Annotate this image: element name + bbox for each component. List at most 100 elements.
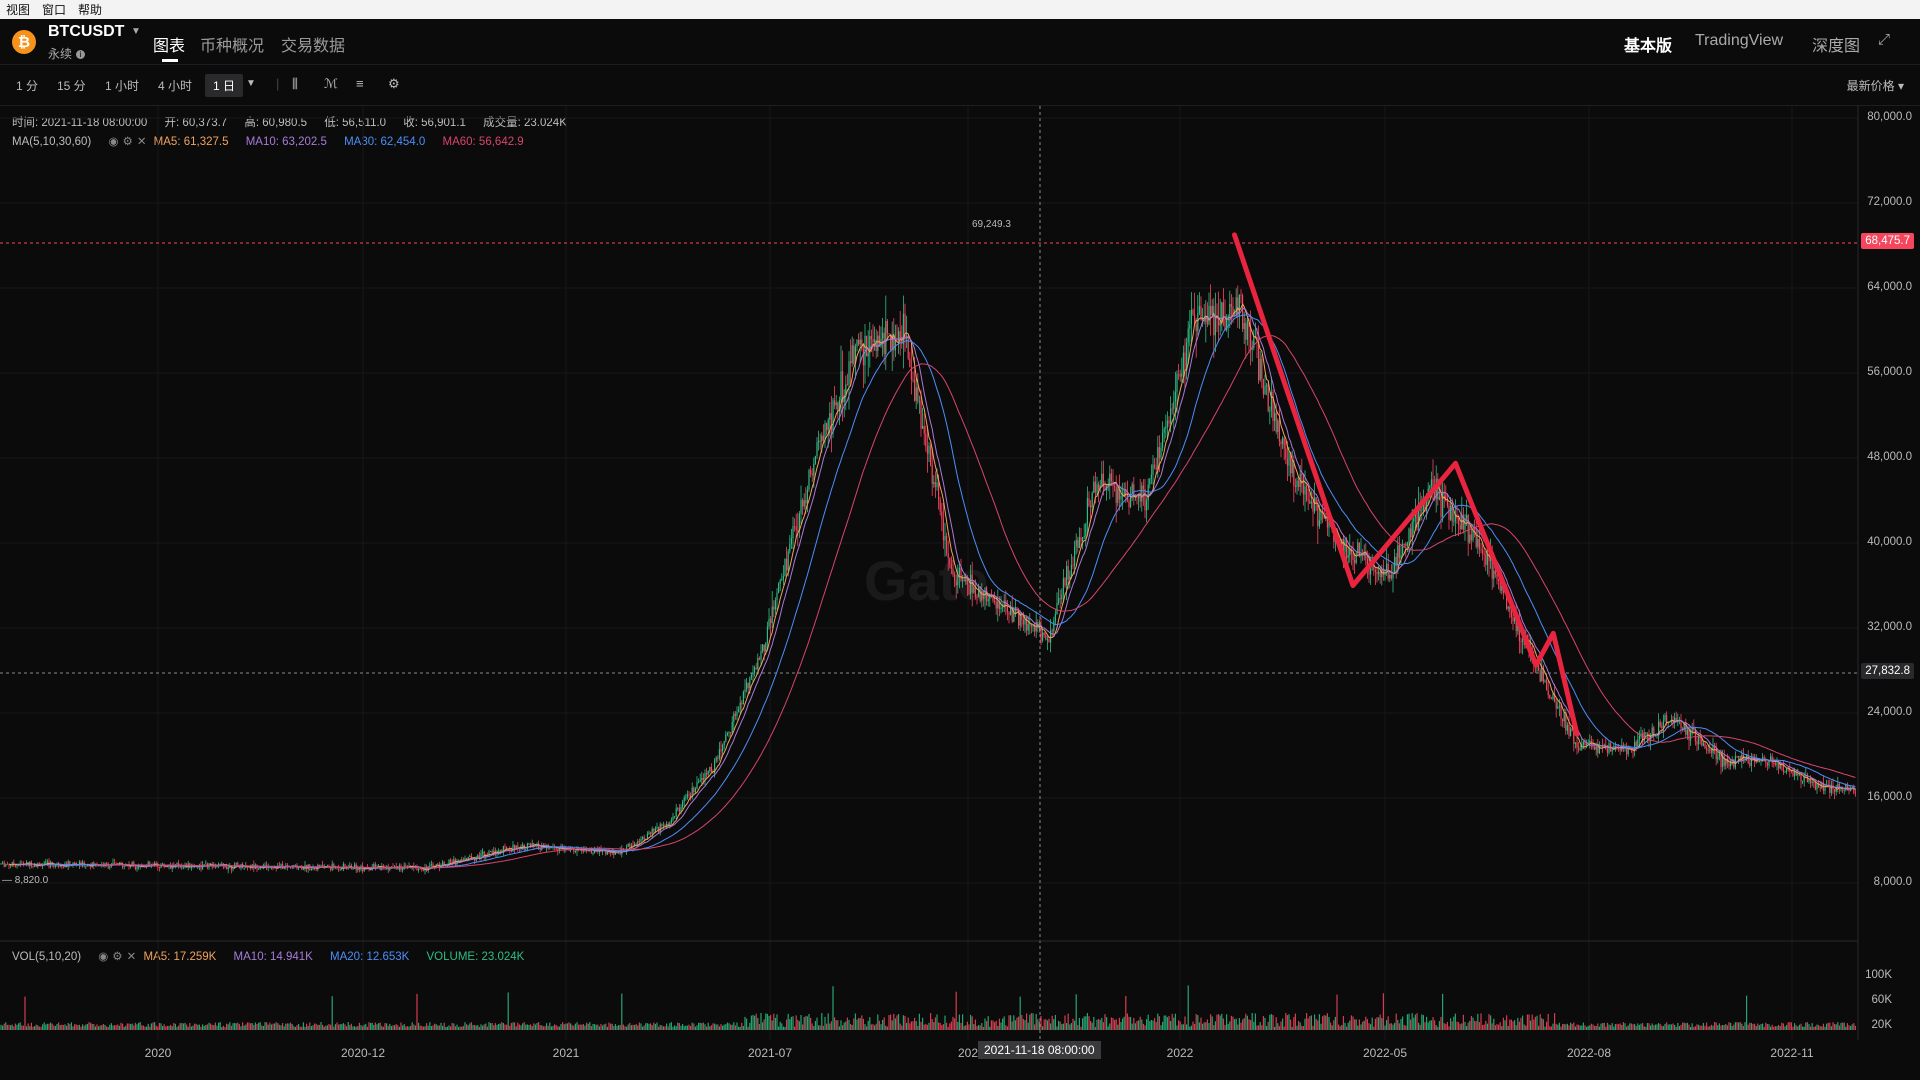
volume-bar <box>696 1025 698 1030</box>
volume-bar <box>795 1015 797 1030</box>
volume-bar <box>1475 1021 1477 1030</box>
settings-icon[interactable]: ⚙ <box>388 76 400 91</box>
candle-body <box>315 868 317 870</box>
candle-body <box>1474 527 1476 530</box>
candle-body <box>850 361 852 364</box>
volume-bar <box>1603 1022 1605 1030</box>
candlestick-icon[interactable]: ⫼ <box>292 76 298 91</box>
candle-body <box>376 866 378 868</box>
candle-body <box>1818 783 1820 788</box>
volume-bar <box>309 1022 311 1030</box>
settings-icon[interactable]: ⚙ <box>122 136 133 148</box>
timeframe-15m[interactable]: 15 分 <box>57 79 86 93</box>
drawing-tool-icon[interactable]: ≡ <box>356 76 364 91</box>
volume-bar <box>262 1025 264 1030</box>
close-icon[interactable]: ✕ <box>136 136 147 148</box>
volume-bar <box>445 1026 447 1030</box>
candle-body <box>1462 514 1464 530</box>
time-axis-label: 2022-11 <box>1770 1046 1814 1060</box>
candle-body <box>51 862 53 865</box>
candle-body <box>419 868 421 870</box>
volume-bar <box>992 1020 994 1030</box>
symbol-selector[interactable]: BTCUSDT <box>48 23 125 40</box>
tab-chart[interactable]: 图表 <box>153 38 186 55</box>
timeframe-dropdown-icon[interactable]: ▼ <box>246 78 256 89</box>
volume-bar <box>282 1023 284 1030</box>
volume-bar <box>398 1026 400 1030</box>
menu-window[interactable]: 窗口 <box>42 3 67 17</box>
volume-bar <box>1330 1022 1332 1030</box>
candle-body <box>437 864 439 866</box>
candle-body <box>1790 771 1792 772</box>
candle-body <box>642 837 644 839</box>
timeframe-1m[interactable]: 1 分 <box>16 79 39 93</box>
volume-bar <box>1773 1026 1775 1030</box>
volume-bar <box>32 1026 34 1030</box>
volume-bar <box>130 1024 132 1030</box>
volume-bar <box>1352 1016 1354 1030</box>
settings-icon[interactable]: ⚙ <box>112 951 123 963</box>
candle-body <box>96 863 98 866</box>
candle-body <box>1234 315 1236 317</box>
volume-bar <box>1742 1025 1744 1030</box>
menu-help[interactable]: 帮助 <box>78 3 103 17</box>
volume-bar <box>501 1022 503 1030</box>
candle-body <box>1062 578 1064 595</box>
candle-body <box>864 335 866 366</box>
tab-basic[interactable]: 基本版 <box>1624 38 1673 55</box>
eye-icon[interactable]: ◉ <box>108 136 119 148</box>
candle-body <box>1147 484 1149 501</box>
indicator-icon[interactable]: ℳ <box>324 76 338 91</box>
candle-body <box>1622 744 1624 750</box>
info-icon[interactable]: i <box>76 50 86 60</box>
candle-body <box>101 864 103 866</box>
candle-body <box>1853 787 1855 793</box>
volume-bar <box>218 1022 220 1030</box>
candle-body <box>1758 760 1760 763</box>
volume-bar <box>363 1024 365 1030</box>
volume-bar <box>424 1026 426 1030</box>
volume-bar <box>1213 1025 1215 1030</box>
menu-view[interactable]: 视图 <box>6 3 31 17</box>
candle-body <box>1722 755 1724 767</box>
timeframe-4h[interactable]: 4 小时 <box>158 79 193 93</box>
tab-coin-overview[interactable]: 币种概况 <box>200 38 265 55</box>
volume-bar <box>1520 1017 1522 1030</box>
volume-bar <box>1414 1014 1416 1030</box>
candle-body <box>670 820 672 823</box>
volume-bar <box>987 1016 989 1030</box>
candle-body <box>387 866 389 871</box>
candle-body <box>1834 789 1836 792</box>
volume-bar <box>1302 1026 1304 1030</box>
tab-tradingview[interactable]: TradingView <box>1695 32 1784 49</box>
chevron-down-icon[interactable]: ▼ <box>131 26 141 37</box>
candle-body <box>1096 484 1098 493</box>
volume-bar <box>1411 1013 1413 1030</box>
eye-icon[interactable]: ◉ <box>98 951 109 963</box>
volume-bar <box>1392 1024 1394 1030</box>
candle-body <box>157 864 159 867</box>
candle-body <box>1158 447 1160 459</box>
price-type-selector[interactable]: 最新价格 ▾ <box>1846 79 1904 93</box>
tab-trade-data[interactable]: 交易数据 <box>281 38 346 55</box>
candle-body <box>22 863 24 865</box>
tab-depth[interactable]: 深度图 <box>1812 38 1861 55</box>
fullscreen-icon[interactable]: ⤢ <box>1878 31 1891 48</box>
volume-bar <box>1827 1022 1829 1030</box>
timeframe-1h[interactable]: 1 小时 <box>105 79 140 93</box>
volume-bar <box>1245 1013 1247 1030</box>
volume-bar <box>10 1025 12 1030</box>
candle-body <box>858 340 860 345</box>
volume-bar <box>330 1024 332 1030</box>
volume-bar <box>1056 1026 1058 1030</box>
volume-bar <box>907 1017 909 1030</box>
candle-body <box>248 866 250 868</box>
timeframe-1d[interactable]: 1 日 <box>205 74 244 97</box>
volume-bar <box>58 1022 60 1030</box>
candle-body <box>1768 759 1770 766</box>
candle-body <box>1842 789 1844 791</box>
volume-bar <box>936 1014 938 1030</box>
close-icon[interactable]: ✕ <box>126 951 137 963</box>
volume-bar <box>434 1023 436 1030</box>
